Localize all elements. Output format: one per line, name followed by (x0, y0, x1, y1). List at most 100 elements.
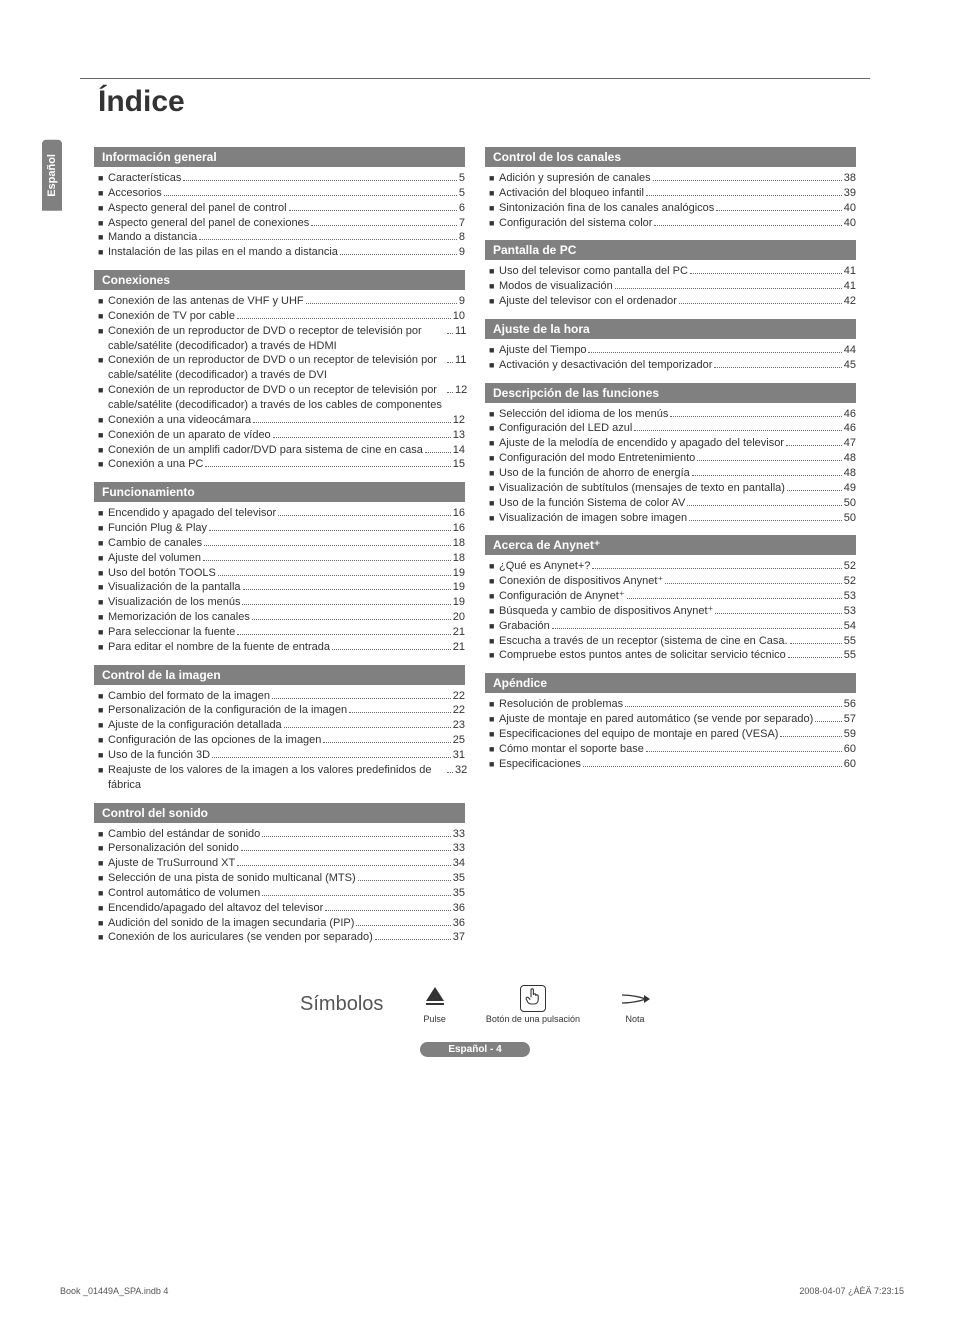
bullet-icon: ■ (489, 186, 499, 199)
page: Español Índice Información general■Carac… (80, 78, 870, 1057)
toc-page: 8 (459, 230, 465, 245)
toc-page: 50 (844, 496, 856, 511)
toc-leader (625, 706, 842, 707)
bullet-icon: ■ (489, 421, 499, 434)
toc-page: 33 (453, 841, 465, 856)
toc-item: ■Ajuste del volumen18 (98, 551, 465, 566)
section-header: Descripción de las funciones (485, 383, 856, 403)
toc-page: 9 (459, 294, 465, 309)
toc-leader (252, 619, 451, 620)
toc-page: 44 (844, 343, 856, 358)
toc-label: Audición del sonido de la imagen secunda… (108, 916, 354, 931)
toc-label: Características (108, 171, 181, 186)
toc-item: ■Mando a distancia8 (98, 230, 465, 245)
toc-page: 11 (455, 353, 466, 368)
toc-item: ■Sintonización fina de los canales analó… (489, 201, 856, 216)
toc-leader (311, 225, 457, 226)
bullet-icon: ■ (489, 201, 499, 214)
bullet-icon: ■ (98, 294, 108, 307)
toc-page: 40 (844, 216, 856, 231)
symbol-button: Botón de una pulsación (486, 985, 580, 1024)
bullet-icon: ■ (489, 712, 499, 725)
toc-leader (253, 422, 451, 423)
toc-item: ■Conexión de un aparato de vídeo13 (98, 428, 465, 443)
bullet-icon: ■ (489, 619, 499, 632)
toc-leader (716, 210, 841, 211)
toc-item: ■Configuración de las opciones de la ima… (98, 733, 465, 748)
toc-leader (627, 598, 842, 599)
toc-page: 53 (844, 604, 856, 619)
toc-label: Cómo montar el soporte base (499, 742, 644, 757)
toc-leader (646, 195, 842, 196)
toc-label: Conexión de TV por cable (108, 309, 235, 324)
toc-item: ■Ajuste del televisor con el ordenador42 (489, 294, 856, 309)
toc-item: ■Ajuste de TruSurround XT34 (98, 856, 465, 871)
bullet-icon: ■ (489, 757, 499, 770)
toc-label: Visualización de los menús (108, 595, 240, 610)
toc-label: Personalización de la configuración de l… (108, 703, 347, 718)
bullet-icon: ■ (98, 841, 108, 854)
toc-page: 16 (453, 506, 465, 521)
bullet-icon: ■ (98, 245, 108, 258)
toc-label: Personalización del sonido (108, 841, 239, 856)
section-header: Pantalla de PC (485, 240, 856, 260)
bullet-icon: ■ (489, 496, 499, 509)
toc-leader (237, 318, 451, 319)
toc-item: ■Uso del televisor como pantalla del PC4… (489, 264, 856, 279)
toc-item: ■Conexión a una videocámara12 (98, 413, 465, 428)
toc-leader (788, 657, 842, 658)
bullet-icon: ■ (489, 279, 499, 292)
toc-leader (203, 560, 451, 561)
footer-right: 2008-04-07 ¿ÀÈÄ 7:23:15 (799, 1286, 904, 1296)
toc-label: Especificaciones del equipo de montaje e… (499, 727, 778, 742)
toc-item: ■Para editar el nombre de la fuente de e… (98, 640, 465, 655)
bullet-icon: ■ (489, 407, 499, 420)
toc-leader (262, 836, 450, 837)
left-column: Información general■Características5■Acc… (94, 137, 465, 945)
bullet-icon: ■ (98, 324, 108, 337)
toc-leader (715, 613, 841, 614)
toc-item: ■Conexión de un reproductor de DVD o un … (98, 383, 465, 413)
section-header: Funcionamiento (94, 482, 465, 502)
toc-label: Conexión de los auriculares (se venden p… (108, 930, 373, 945)
toc-label: Ajuste de TruSurround XT (108, 856, 235, 871)
toc-leader (237, 865, 451, 866)
toc-page: 37 (453, 930, 465, 945)
toc-leader (199, 239, 457, 240)
toc-leader (241, 850, 451, 851)
toc-leader (690, 273, 842, 274)
toc-leader (237, 634, 451, 635)
language-tab: Español (42, 140, 62, 211)
toc-leader (714, 367, 841, 368)
toc-item: ■Ajuste de la configuración detallada23 (98, 718, 465, 733)
toc-label: Configuración del LED azul (499, 421, 632, 436)
bullet-icon: ■ (489, 264, 499, 277)
toc-page: 33 (453, 827, 465, 842)
toc-label: Conexión de un reproductor de DVD o un r… (108, 353, 445, 383)
section-header: Acerca de Anynet⁺ (485, 535, 856, 555)
toc-leader (615, 288, 842, 289)
toc-leader (790, 643, 842, 644)
toc-label: Configuración del modo Entretenimiento (499, 451, 695, 466)
bullet-icon: ■ (98, 595, 108, 608)
bullet-icon: ■ (98, 413, 108, 426)
toc-label: Uso de la función 3D (108, 748, 210, 763)
symbol-label: Botón de una pulsación (486, 1014, 580, 1024)
bullet-icon: ■ (98, 443, 108, 456)
section-header: Información general (94, 147, 465, 167)
toc-item: ■Conexión de dispositivos Anynet⁺52 (489, 574, 856, 589)
toc-page: 39 (844, 186, 856, 201)
toc-page: 35 (453, 886, 465, 901)
toc-leader (634, 430, 841, 431)
bullet-icon: ■ (98, 230, 108, 243)
toc-page: 41 (844, 279, 856, 294)
toc-label: Conexión de un amplifi cador/DVD para si… (108, 443, 423, 458)
symbol-note: Nota (620, 988, 650, 1024)
bullet-icon: ■ (98, 309, 108, 322)
toc-item: ■Uso de la función 3D31 (98, 748, 465, 763)
bullet-icon: ■ (489, 343, 499, 356)
toc-list: ■Uso del televisor como pantalla del PC4… (485, 264, 856, 309)
toc-leader (205, 466, 450, 467)
toc-label: Visualización de la pantalla (108, 580, 241, 595)
toc-leader (375, 939, 451, 940)
